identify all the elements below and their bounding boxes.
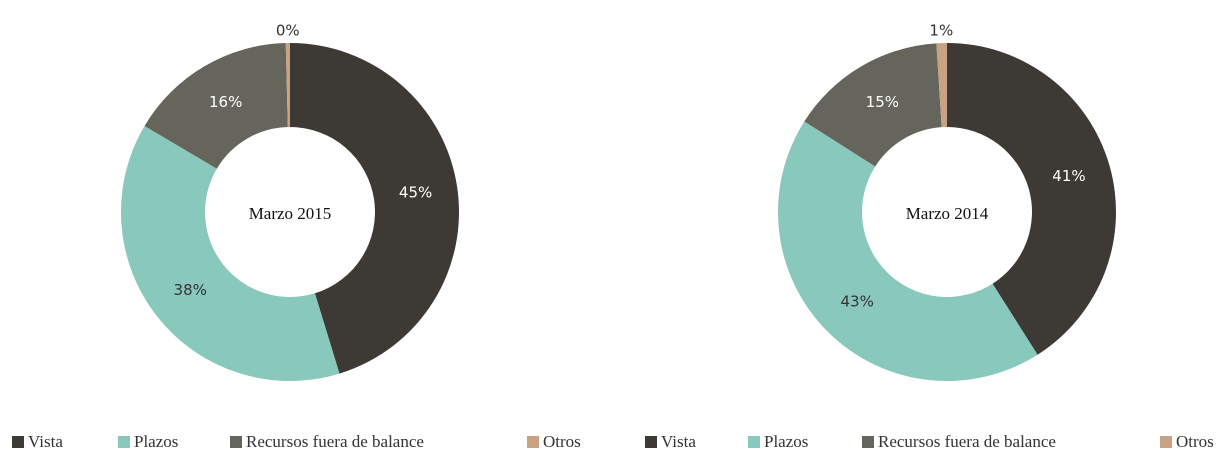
- center-label: Marzo 2015: [249, 204, 332, 223]
- legend-label: Vista: [28, 432, 63, 451]
- data-label: 15%: [866, 93, 899, 111]
- legend-label: Otros: [1176, 432, 1214, 451]
- legend-swatch: [1160, 436, 1172, 448]
- legend-swatch: [230, 436, 242, 448]
- slice: [144, 43, 288, 169]
- legend-label: Plazos: [134, 432, 178, 451]
- legend-swatch: [12, 436, 24, 448]
- slice: [285, 43, 290, 128]
- legend-label: Recursos fuera de balance: [878, 432, 1056, 451]
- slice: [778, 121, 1038, 381]
- data-label: 41%: [1052, 167, 1085, 185]
- legend-label: Otros: [543, 432, 581, 451]
- data-label: 16%: [209, 93, 242, 111]
- legend-label: Vista: [661, 432, 696, 451]
- legend-label: Plazos: [764, 432, 808, 451]
- legend-label: Recursos fuera de balance: [246, 432, 424, 451]
- data-label: 0%: [276, 22, 300, 40]
- data-label: 43%: [841, 292, 874, 310]
- slice: [947, 43, 1116, 355]
- legend-swatch: [645, 436, 657, 448]
- slice: [936, 43, 947, 128]
- data-label: 38%: [174, 281, 207, 299]
- legend-swatch: [118, 436, 130, 448]
- slice: [804, 43, 942, 167]
- data-label: 1%: [929, 22, 953, 40]
- legend-swatch: [862, 436, 874, 448]
- legend-swatch: [527, 436, 539, 448]
- slice: [290, 43, 459, 374]
- center-label: Marzo 2014: [906, 204, 989, 223]
- data-label: 45%: [399, 184, 432, 202]
- legend-swatch: [748, 436, 760, 448]
- slice: [120, 125, 340, 382]
